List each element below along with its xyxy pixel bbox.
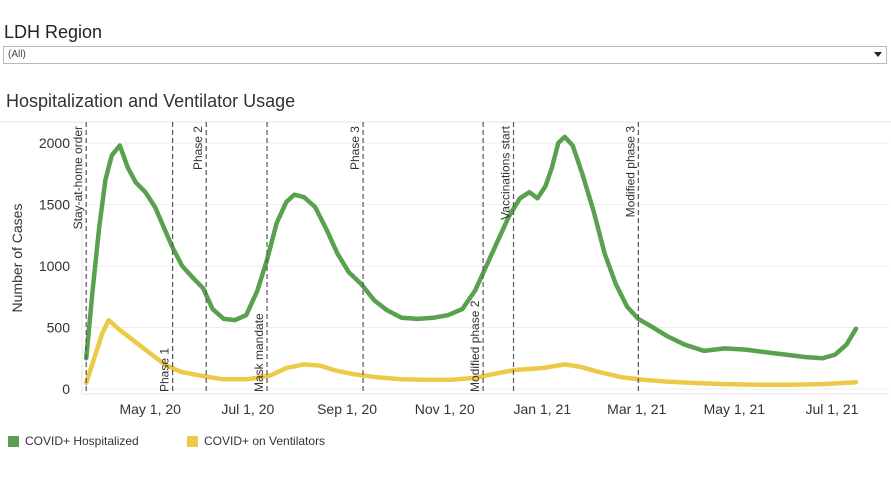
event-label: Modified phase 3 [623,126,637,218]
legend-label-hospitalized: COVID+ Hospitalized [25,434,139,448]
event-label: Stay-at-home order [71,126,85,229]
x-tick-label: Jan 1, 21 [514,401,572,417]
region-filter-dropdown[interactable]: (All) [3,46,887,64]
x-tick-label: May 1, 21 [704,401,766,417]
legend-swatch-hospitalized [8,436,19,447]
x-tick-label: Sep 1, 20 [317,401,377,417]
y-tick-label: 1000 [39,258,70,274]
series-line-hospitalized [83,134,859,361]
y-tick-label: 2000 [39,135,70,151]
event-label: Modified phase 2 [468,300,482,392]
chart-plot: 0 500 1000 1500 2000 Number of Cases May 1, 20… [0,121,891,417]
x-tick-label: Mar 1, 21 [607,401,666,417]
x-tick-label: Jul 1, 21 [806,401,859,417]
y-axis-label: Number of Cases [9,204,25,313]
event-label: Phase 1 [158,348,172,392]
y-tick-label: 1500 [39,197,70,213]
x-tick-label: May 1, 20 [119,401,181,417]
y-tick-label: 0 [62,381,70,397]
event-label: Phase 3 [348,126,362,170]
x-tick-label: Nov 1, 20 [415,401,475,417]
legend-label-ventilators: COVID+ on Ventilators [204,434,326,448]
event-label: Mask mandate [252,313,266,392]
event-label: Vaccinations start [499,125,513,219]
series-line-ventilators [83,317,859,387]
legend-swatch-ventilators [187,436,198,447]
chart-title: Hospitalization and Ventilator Usage [6,91,296,111]
event-label: Phase 2 [191,126,205,170]
x-tick-label: Jul 1, 20 [221,401,274,417]
filter-title: LDH Region [4,22,103,42]
chevron-down-icon [874,52,882,57]
y-tick-label: 500 [47,320,71,336]
region-filter-value: (All) [8,49,26,60]
